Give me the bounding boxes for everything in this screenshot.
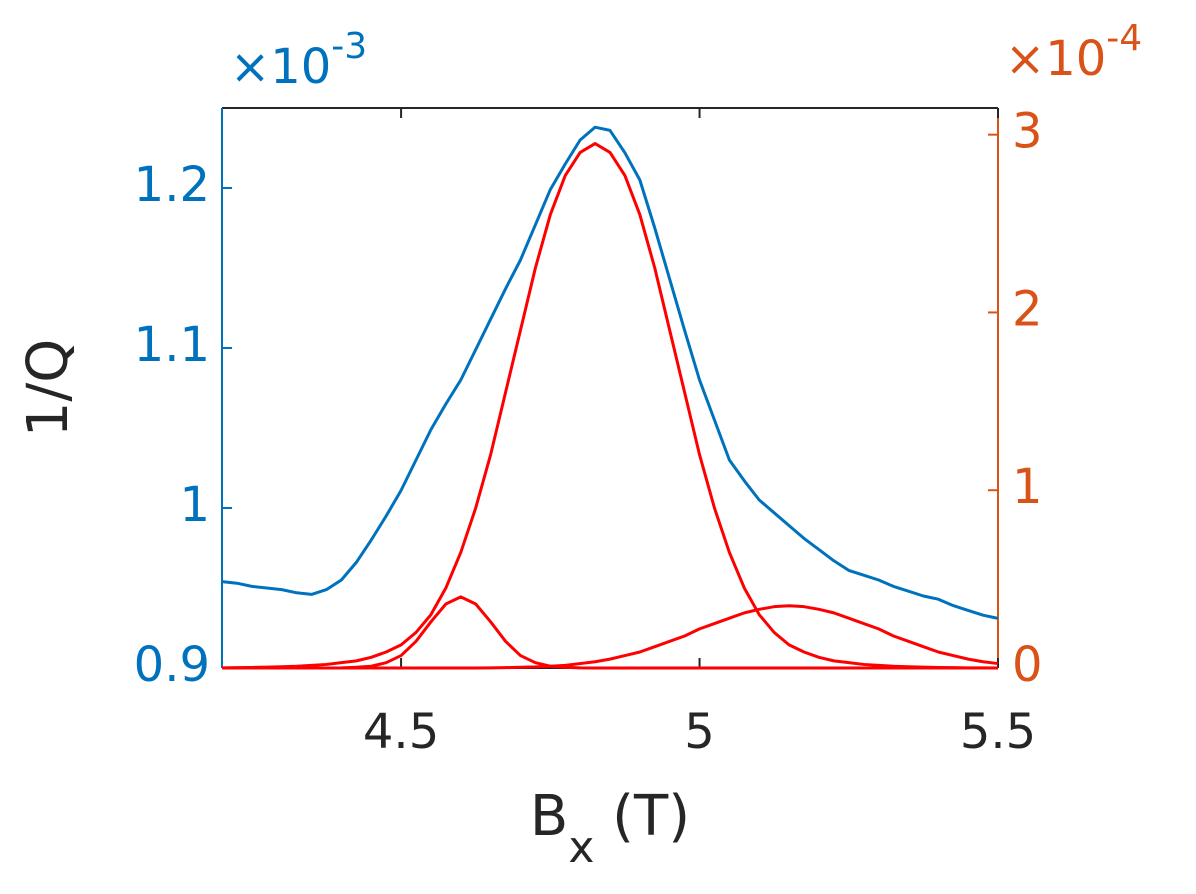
x-axis-label: Bx (T) [530, 784, 690, 873]
x-tick-label: 5.5 [960, 704, 1036, 760]
y-exponent-base: ×10 [230, 39, 331, 95]
y-exponent: ×10-3 [230, 26, 367, 95]
y2-exponent-base: ×10 [1005, 31, 1106, 87]
x-tick-label: 4.5 [363, 704, 439, 760]
x-label-unit: (T) [594, 784, 690, 849]
y2-exponent-power: -4 [1106, 18, 1142, 59]
y-tick-label: 0.9 [134, 637, 210, 693]
data-line [222, 604, 999, 670]
y-tick-label: 1.1 [134, 317, 210, 373]
y-exponent-power: -3 [331, 26, 367, 67]
x-label-sub: x [568, 822, 594, 873]
x-tick-label: 5 [684, 704, 715, 760]
y2-tick-label: 0 [1012, 637, 1043, 693]
data-line [221, 125, 999, 620]
y2-tick-label: 1 [1012, 459, 1043, 515]
y-tick-label: 1.2 [134, 157, 210, 213]
x-label-main: B [530, 784, 568, 849]
y2-tick-label: 3 [1012, 104, 1043, 160]
data-line [222, 595, 998, 670]
y-axis-label: 1/Q [16, 339, 81, 438]
y2-tick-label: 2 [1012, 281, 1043, 337]
data-line [221, 142, 999, 670]
y2-exponent: ×10-4 [1005, 18, 1142, 87]
y-tick-label: 1 [179, 477, 210, 533]
